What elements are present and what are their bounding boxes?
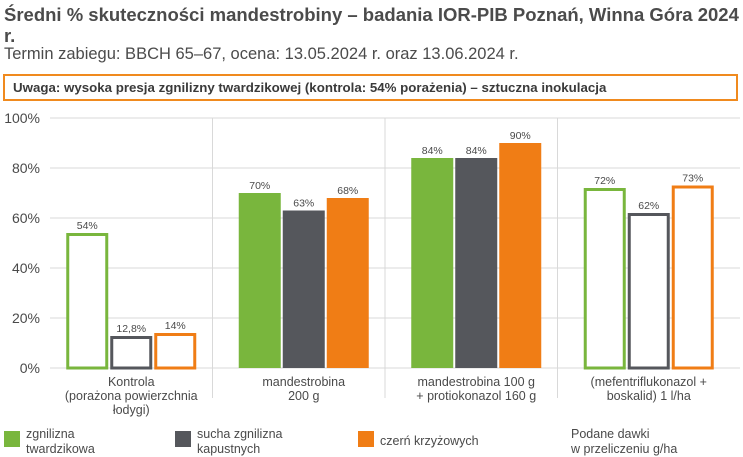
category-label: mandestrobina 100 g + protiokonazol 160 g: [416, 375, 536, 403]
bar: [66, 233, 109, 370]
legend-swatch-green: [4, 431, 20, 447]
bar: [154, 333, 197, 370]
category-label-line: boskalid) 1 l/ha: [607, 389, 691, 403]
pressure-note: Uwaga: wysoka presja zgnilizny twardziko…: [3, 74, 738, 101]
bar: [499, 143, 542, 368]
bar: [455, 158, 498, 368]
bar: [627, 213, 670, 370]
data-label: 73%: [682, 173, 703, 185]
data-label: 70%: [249, 180, 270, 192]
category-label-line: Kontrola: [108, 375, 155, 389]
bar: [282, 210, 325, 368]
bar-chart: 0% 20% 40% 60% 80% 100% 54% 12,8% 14% Kontrola (po…: [4, 110, 740, 417]
y-tick-label: 60%: [12, 210, 40, 226]
bar: [110, 336, 153, 370]
category-label-line: (porażona powierzchnia: [65, 389, 198, 403]
y-tick-label: 100%: [4, 110, 40, 126]
data-label: 54%: [77, 220, 98, 232]
data-label: 14%: [165, 320, 186, 332]
data-label: 12,8%: [116, 323, 146, 335]
bar: [583, 188, 626, 370]
data-label: 84%: [466, 145, 487, 157]
y-tick-label: 80%: [12, 160, 40, 176]
y-tick-label: 40%: [12, 260, 40, 276]
category-label: mandestrobina 200 g: [262, 375, 345, 403]
bar: [411, 158, 454, 368]
bar: [326, 198, 369, 368]
data-label: 68%: [337, 185, 358, 197]
data-label: 72%: [594, 175, 615, 187]
category-label-line: łodygi): [113, 403, 150, 417]
legend-label-gray: sucha zgnilizna kapustnych: [197, 427, 283, 456]
y-tick-label: 20%: [12, 310, 40, 326]
legend-label-orange: czerń krzyżowych: [380, 434, 479, 448]
y-tick-label: 0%: [20, 360, 40, 376]
legend-swatch-gray: [175, 431, 191, 447]
data-label: 62%: [638, 200, 659, 212]
data-label: 84%: [422, 145, 443, 157]
category-label: (mefentriflukonazol + boskalid) 1 l/ha: [591, 375, 707, 403]
category-label-line: + protiokonazol 160 g: [416, 389, 536, 403]
category-label: Kontrola (porażona powierzchnia łodygi): [65, 375, 198, 417]
chart-title: Średni % skuteczności mandestrobiny – ba…: [4, 4, 739, 46]
category-label-line: 200 g: [288, 389, 319, 403]
bar: [671, 185, 714, 370]
data-label: 90%: [510, 130, 531, 142]
dose-footnote: Podane dawki w przeliczeniu g/ha: [571, 427, 678, 456]
bar: [238, 193, 281, 368]
legend-label-green: zgnilizna twardzikowa: [26, 427, 95, 456]
legend-swatch-orange: [358, 431, 374, 447]
pressure-note-text: Uwaga: wysoka presja zgnilizny twardziko…: [13, 80, 607, 95]
category-label-line: mandestrobina 100 g: [418, 375, 535, 389]
category-label-line: (mefentriflukonazol +: [591, 375, 707, 389]
data-label: 63%: [293, 198, 314, 210]
category-label-line: mandestrobina: [262, 375, 345, 389]
chart-subtitle: Termin zabiegu: BBCH 65–67, ocena: 13.05…: [4, 45, 519, 63]
